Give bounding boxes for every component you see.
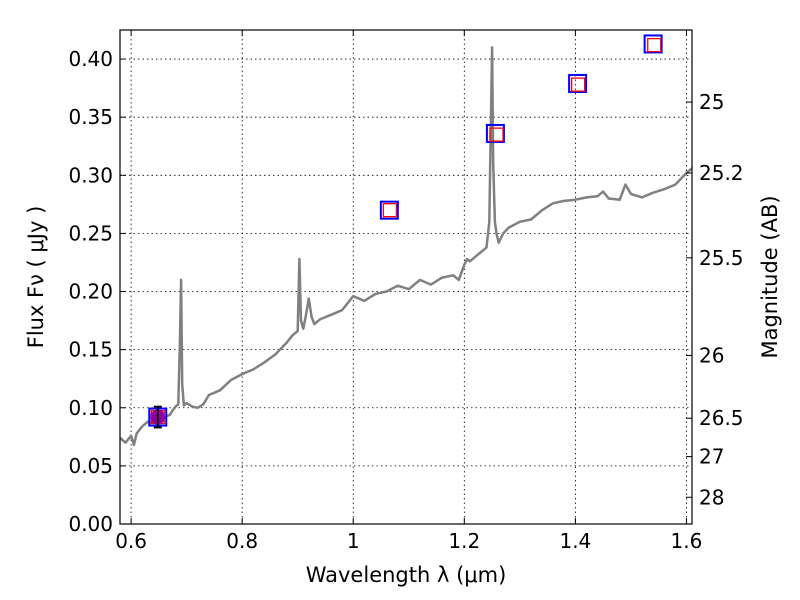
y2-tick-label: 25 — [699, 90, 724, 114]
spectrum-layer — [120, 46, 692, 447]
photometry-point-red — [571, 77, 586, 92]
y2-tick-label: 27 — [699, 445, 724, 469]
y-tick-label: 0.40 — [68, 47, 113, 71]
y2-tick-label: 28 — [699, 485, 724, 509]
photometry-point-red — [382, 203, 398, 218]
photometry-point-red — [489, 127, 504, 142]
photometry-point-blue — [485, 123, 505, 143]
y-tick-label: 0.30 — [68, 163, 113, 187]
y-tick-label: 0.15 — [68, 338, 113, 362]
x-tick-label: 1.4 — [559, 529, 591, 553]
plot-frame — [119, 29, 693, 525]
y-tick-label: 0.00 — [68, 512, 113, 536]
x-tick-label: 1.6 — [671, 529, 703, 553]
y-tick-label: 0.05 — [68, 454, 113, 478]
photometry-point-blue — [379, 200, 399, 220]
y2-tick-label: 26 — [699, 343, 724, 367]
x-axis-label: Wavelength λ (μm) — [306, 563, 507, 587]
photometry-point-red — [647, 37, 662, 53]
y2-tick-label: 25.5 — [699, 246, 744, 270]
photometry-point-blue — [643, 34, 663, 54]
marker-layer — [148, 34, 663, 429]
y-axis-label: Flux Fν ( μJy ) — [24, 206, 48, 349]
x-tick-label: 0.8 — [226, 529, 258, 553]
x-tick-label: 1.2 — [448, 529, 480, 553]
grid-lines — [120, 30, 692, 524]
y2-axis-label: Magnitude (AB) — [758, 195, 782, 358]
spectrum-line — [120, 46, 692, 447]
y-tick-label: 0.10 — [68, 396, 113, 420]
y-tick-label: 0.20 — [68, 280, 113, 304]
photometry-point-blue — [568, 73, 588, 93]
y2-tick-label: 26.5 — [699, 406, 744, 430]
y2-tick-label: 25.2 — [699, 161, 744, 185]
axis-ticks: 0.6 0.8 1 1.2 1.4 1.6 0.00 0.05 0.10 0.15 0.20 0.25… — [68, 30, 744, 553]
y-tick-label: 0.35 — [68, 105, 113, 129]
x-tick-label: 0.6 — [115, 529, 147, 553]
x-tick-label: 1 — [347, 529, 360, 553]
y-tick-label: 0.25 — [68, 221, 113, 245]
